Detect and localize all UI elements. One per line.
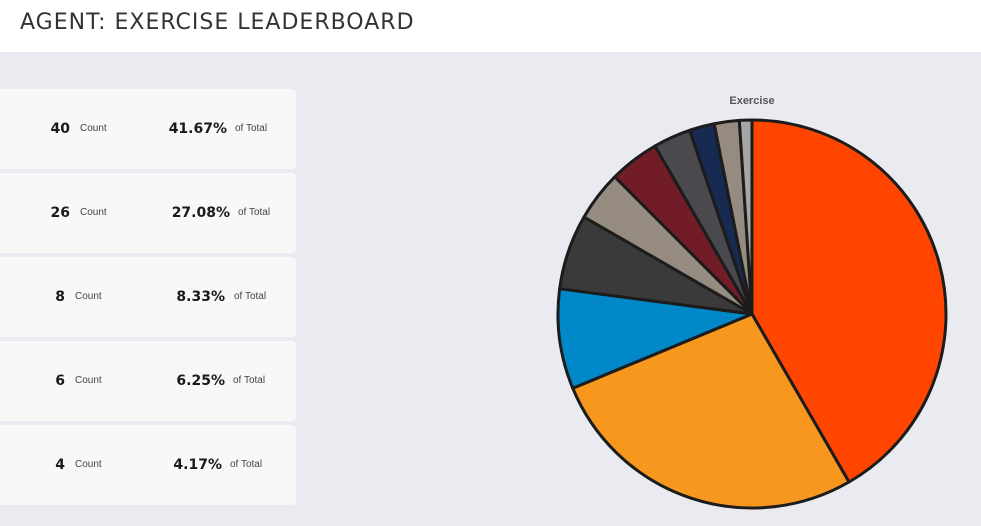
stat-card: 8 Count 8.33% of Total (0, 257, 296, 337)
stat-percent-label: of Total (238, 207, 271, 218)
stat-count-label: Count (75, 459, 102, 470)
stat-percent: 8.33% (176, 289, 225, 305)
pie-chart: Exercise (556, 95, 948, 510)
stat-percent-label: of Total (234, 291, 267, 302)
stat-count: 6 (55, 373, 65, 389)
stat-count: 40 (50, 121, 70, 137)
page-title: AGENT: EXERCISE LEADERBOARD (20, 10, 415, 35)
stat-percent: 6.25% (176, 373, 225, 389)
pie-slice[interactable] (750, 118, 948, 484)
stat-percent: 4.17% (173, 457, 222, 473)
stat-card: 4 Count 4.17% of Total (0, 425, 296, 505)
stat-percent-label: of Total (233, 375, 266, 386)
pie-slice[interactable] (737, 118, 754, 316)
stat-percent: 27.08% (171, 205, 230, 221)
stat-count-label: Count (80, 123, 107, 134)
stat-count-label: Count (80, 207, 107, 218)
stat-percent-label: of Total (235, 123, 268, 134)
stat-count-label: Count (75, 291, 102, 302)
stat-card: 26 Count 27.08% of Total (0, 173, 296, 253)
stat-percent: 41.67% (168, 121, 227, 137)
chart-title: Exercise (729, 95, 774, 107)
pie-slice[interactable] (571, 312, 851, 510)
stat-percent-label: of Total (230, 459, 263, 470)
pie-slice[interactable] (556, 287, 754, 390)
stat-count: 4 (55, 457, 65, 473)
stat-card: 40 Count 41.67% of Total (0, 89, 296, 169)
stat-card: 6 Count 6.25% of Total (0, 341, 296, 421)
stat-count-label: Count (75, 375, 102, 386)
page-header: AGENT: EXERCISE LEADERBOARD (0, 0, 981, 52)
stat-count: 8 (55, 289, 65, 305)
stat-count: 26 (50, 205, 70, 221)
